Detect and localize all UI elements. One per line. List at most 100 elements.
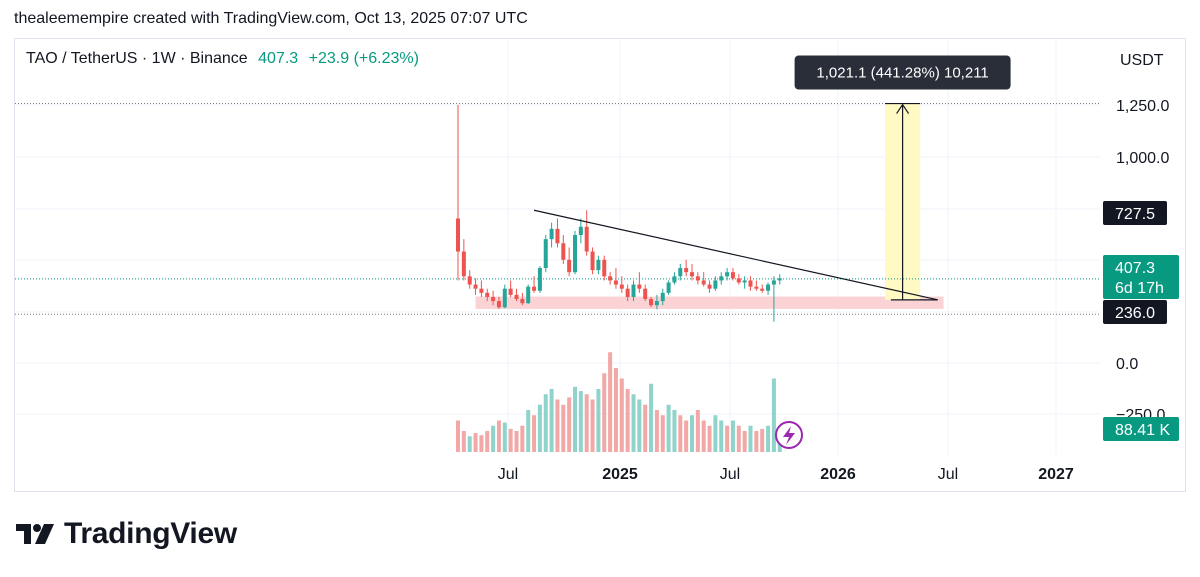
candle-body bbox=[543, 239, 548, 269]
candle-body bbox=[754, 286, 759, 289]
candle-body bbox=[684, 268, 689, 273]
candle-body bbox=[742, 280, 747, 283]
volume-bar bbox=[573, 386, 577, 452]
candle-body bbox=[725, 272, 730, 277]
candle-body bbox=[760, 288, 765, 291]
volume-bar bbox=[496, 420, 501, 452]
candle-body bbox=[573, 235, 577, 273]
volume-bar bbox=[485, 431, 490, 452]
candle-body bbox=[619, 284, 624, 289]
price-badge bbox=[1103, 255, 1179, 299]
volume-bar bbox=[619, 378, 624, 452]
price-badge-label: 407.3 bbox=[1115, 260, 1155, 277]
volume-bar bbox=[555, 399, 560, 452]
volume-bar bbox=[602, 373, 607, 452]
price-badge-label: 88.41 K bbox=[1115, 422, 1170, 439]
candle-body bbox=[748, 280, 753, 287]
volume-bar bbox=[549, 389, 554, 452]
volume-bar bbox=[754, 431, 759, 452]
volume-bar bbox=[625, 389, 630, 452]
candle-body bbox=[561, 243, 566, 260]
price-tick-label: 0.0 bbox=[1116, 356, 1138, 373]
lightning-icon bbox=[775, 421, 803, 449]
volume-bar bbox=[730, 420, 735, 452]
volume-bar bbox=[637, 399, 642, 452]
candle-body bbox=[666, 282, 671, 293]
candle-body bbox=[777, 278, 782, 281]
price-lines bbox=[15, 103, 1100, 315]
candle-body bbox=[537, 268, 542, 291]
candle-body bbox=[707, 284, 712, 289]
candle-body bbox=[766, 284, 771, 291]
volume-bar bbox=[590, 399, 595, 452]
candle-body bbox=[625, 288, 630, 297]
volume-bar bbox=[561, 404, 566, 452]
volume-bar bbox=[526, 410, 531, 452]
brand-name: TradingView bbox=[64, 517, 237, 550]
volume-bar bbox=[666, 404, 671, 452]
time-tick-label: 2027 bbox=[1038, 466, 1074, 483]
volume-bar bbox=[678, 415, 683, 452]
volume-bar bbox=[584, 394, 589, 452]
tradingview-logo-icon bbox=[16, 524, 54, 544]
volume-bars bbox=[456, 352, 782, 452]
last-price: 407.3 bbox=[258, 50, 299, 67]
currency-label[interactable]: USDT bbox=[1120, 52, 1164, 69]
candle-body bbox=[590, 251, 595, 271]
volume-bar bbox=[713, 415, 718, 452]
candlesticks bbox=[456, 105, 782, 322]
volume-bar bbox=[736, 425, 741, 452]
candle-body bbox=[496, 301, 501, 308]
symbol-name: TAO / TetherUS · 1W · Binance bbox=[26, 50, 248, 67]
volume-bar bbox=[613, 368, 618, 452]
projection-arrow-head bbox=[896, 103, 910, 114]
volume-bar bbox=[461, 431, 466, 452]
volume-bar bbox=[491, 425, 496, 452]
candle-body bbox=[526, 286, 531, 304]
price-tick-label: 1,250.0 bbox=[1116, 98, 1169, 115]
grid-lines bbox=[15, 40, 1100, 455]
volume-bar bbox=[719, 420, 724, 452]
candle-body bbox=[479, 288, 484, 293]
lightning-icon-bolt bbox=[783, 426, 795, 445]
volume-bar bbox=[643, 404, 648, 452]
candle-body bbox=[730, 272, 735, 279]
candle-body bbox=[514, 294, 519, 300]
candle-body bbox=[678, 268, 683, 277]
volume-bar bbox=[473, 433, 478, 452]
candle-body bbox=[602, 259, 607, 277]
candle-body bbox=[520, 299, 525, 304]
volume-bar bbox=[672, 410, 677, 452]
time-axis: Jul 2025 Jul 2026 Jul 2027 bbox=[498, 466, 1074, 483]
candle-body bbox=[485, 292, 490, 297]
candle-body bbox=[467, 276, 472, 285]
time-tick-label: Jul bbox=[938, 466, 958, 483]
projection-tooltip-text: 1,021.1 (441.28%) 10,211 bbox=[816, 65, 988, 82]
candle-body bbox=[613, 280, 618, 285]
volume-bar bbox=[725, 425, 730, 452]
candle-body bbox=[596, 259, 601, 271]
price-badge bbox=[1103, 417, 1179, 441]
volume-bar bbox=[654, 410, 659, 452]
candle-body bbox=[567, 259, 572, 273]
time-tick-label: 2026 bbox=[820, 466, 856, 483]
trend-drawings: 1,021.1 (441.28%) 10,211 bbox=[533, 55, 1011, 449]
candle-body bbox=[771, 280, 776, 285]
candle-body bbox=[456, 218, 460, 252]
candle-body bbox=[508, 288, 513, 295]
volume-bar bbox=[748, 425, 753, 452]
volume-bar bbox=[543, 394, 548, 452]
candle-body bbox=[690, 272, 694, 277]
volume-bar bbox=[760, 428, 765, 452]
descending-trendline bbox=[533, 209, 938, 301]
chart-attribution: thealeemempire created with TradingView.… bbox=[14, 10, 528, 27]
volume-bar bbox=[684, 420, 689, 452]
candle-body bbox=[695, 276, 700, 281]
symbol-legend[interactable]: TAO / TetherUS · 1W · Binance 407.3 +23.… bbox=[26, 50, 419, 68]
volume-bar bbox=[631, 394, 636, 452]
chart-frame bbox=[14, 38, 1186, 492]
price-tick-label: 1,000.0 bbox=[1116, 150, 1169, 167]
volume-bar bbox=[596, 389, 601, 452]
volume-bar bbox=[771, 378, 776, 452]
